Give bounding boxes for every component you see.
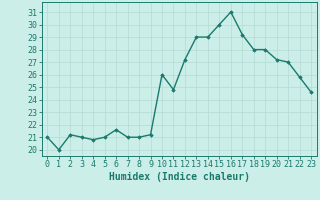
X-axis label: Humidex (Indice chaleur): Humidex (Indice chaleur) [109,172,250,182]
